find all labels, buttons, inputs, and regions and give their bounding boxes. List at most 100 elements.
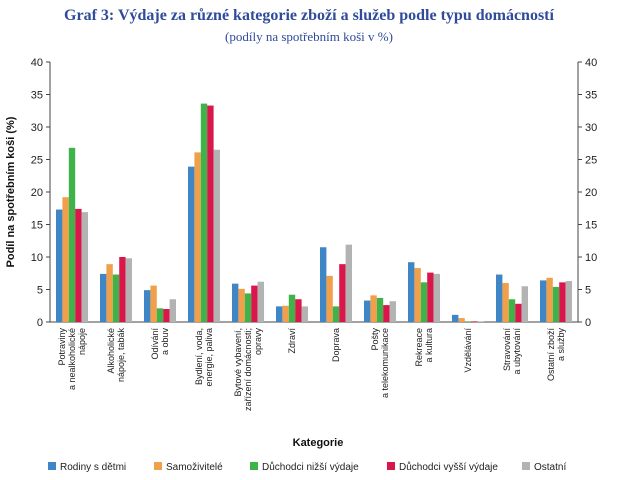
legend-swatch — [48, 462, 56, 470]
y-tick-label-left: 30 — [31, 122, 43, 134]
bar — [251, 285, 258, 322]
category-label: Alkoholické — [106, 328, 116, 374]
y-tick-label-right: 5 — [585, 285, 591, 297]
bar — [508, 299, 516, 322]
category-label: a kultura — [424, 328, 434, 363]
bar — [540, 280, 547, 322]
y-tick-label-left: 15 — [31, 220, 43, 232]
bar — [559, 282, 566, 322]
bar — [200, 103, 208, 322]
bar — [383, 305, 390, 322]
bar — [464, 321, 472, 322]
category-label: Odívání — [150, 328, 160, 360]
bar — [433, 273, 440, 322]
y-tick-label-left: 20 — [31, 187, 43, 199]
chart-axes: 0 0 5 5 10 10 15 15 20 20 25 25 30 30 35 35 40 40 — [31, 57, 598, 329]
y-tick-label-left: 35 — [31, 90, 43, 102]
legend: Rodiny s dětmi Samoživitelé Důchodci nižší… — [48, 461, 566, 473]
bar — [295, 299, 302, 322]
bar — [188, 166, 195, 322]
bar — [389, 301, 396, 322]
bar — [332, 306, 340, 322]
x-axis-label: Kategorie — [293, 437, 344, 449]
bar — [156, 308, 164, 322]
category-label: Stravování — [502, 328, 512, 372]
bar — [376, 297, 384, 322]
category-label: opravy — [253, 328, 263, 356]
bar — [326, 275, 333, 322]
y-tick-label-right: 40 — [585, 57, 597, 69]
bar — [100, 273, 107, 322]
legend-label: Důchodci nižší výdaje — [262, 461, 359, 473]
bar — [75, 208, 82, 322]
legend-swatch — [387, 462, 395, 470]
bar — [345, 244, 352, 322]
legend-label: Rodiny s dětmi — [60, 462, 126, 473]
y-tick-label-left: 40 — [31, 57, 43, 69]
bar — [163, 309, 170, 322]
bar — [565, 281, 572, 322]
bar — [288, 294, 296, 322]
bar — [119, 257, 126, 322]
category-label: Zdraví — [287, 328, 297, 354]
bar — [244, 293, 252, 322]
bar — [257, 281, 264, 322]
bar — [144, 290, 151, 322]
bar — [238, 288, 245, 322]
bar — [364, 300, 371, 322]
bar — [458, 318, 465, 322]
bar — [194, 152, 201, 322]
bar — [276, 306, 283, 322]
bar — [106, 264, 113, 322]
category-label: energie, paliva — [204, 328, 214, 387]
category-label: a ubytování — [512, 328, 522, 375]
category-label: a služby — [556, 328, 566, 362]
bar — [546, 277, 553, 322]
bar — [477, 321, 484, 322]
y-axis-label: Podíl na spotřebním koši (%) — [5, 116, 17, 267]
bar — [213, 149, 220, 322]
bar — [125, 258, 132, 322]
category-label: a nealkoholické — [67, 328, 77, 390]
bar — [301, 306, 308, 322]
category-label: Potraviny — [57, 328, 67, 366]
bar — [207, 105, 214, 322]
chart-subtitle: (podíly na spotřebním koši v %) — [225, 29, 393, 44]
bar — [552, 286, 560, 322]
bar — [169, 299, 176, 322]
y-tick-label-right: 35 — [585, 90, 597, 102]
bar — [56, 209, 63, 322]
category-label: a obuv — [160, 328, 170, 356]
category-label: zařízení domácnosti; — [243, 328, 253, 411]
category-label: Rekreace — [414, 328, 424, 367]
y-tick-label-right: 25 — [585, 155, 597, 167]
y-tick-label-left: 10 — [31, 252, 43, 264]
bar — [150, 285, 157, 322]
bar — [81, 212, 88, 322]
bar — [420, 282, 428, 322]
y-tick-label-left: 25 — [31, 155, 43, 167]
legend-label: Ostatní — [534, 462, 566, 473]
bar — [320, 247, 327, 322]
bar — [471, 321, 478, 322]
bar — [62, 197, 69, 322]
chart-bars — [56, 103, 572, 322]
y-tick-label-left: 0 — [37, 317, 43, 329]
bar — [502, 283, 509, 322]
bar — [515, 303, 522, 322]
y-tick-label-left: 5 — [37, 285, 43, 297]
y-tick-label-right: 15 — [585, 220, 597, 232]
y-tick-label-right: 0 — [585, 317, 591, 329]
category-labels: Potraviny a nealkoholické nápoje Alkoholick… — [57, 328, 566, 412]
category-label: a telekomunikace — [380, 328, 390, 398]
legend-swatch — [250, 462, 258, 470]
bar — [68, 147, 76, 322]
legend-label: Samoživitelé — [166, 462, 223, 473]
y-tick-label-right: 20 — [585, 187, 597, 199]
bar — [496, 274, 503, 322]
category-label: nápoje, tabák — [116, 328, 126, 383]
legend-label: Důchodci vyšší výdaje — [399, 461, 498, 473]
bar — [452, 314, 459, 322]
bar — [232, 283, 239, 322]
